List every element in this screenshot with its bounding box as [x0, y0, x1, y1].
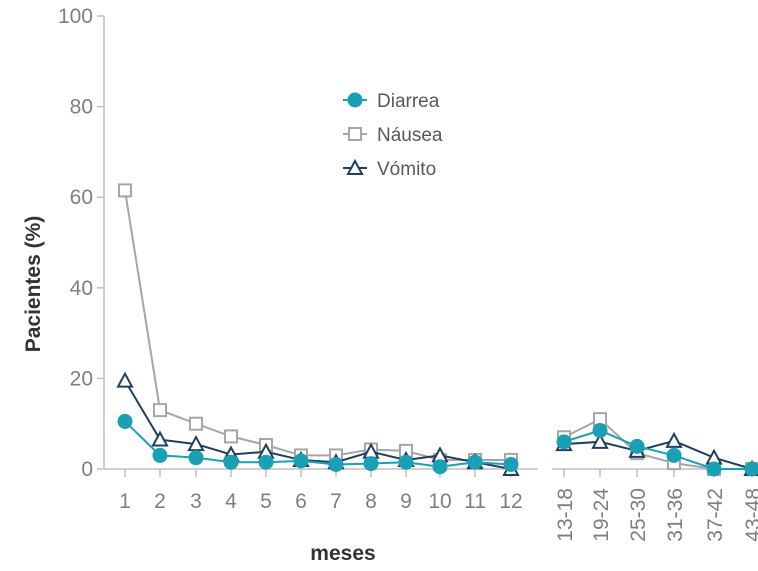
data-point [118, 183, 132, 198]
data-point [152, 447, 168, 463]
x-tick-label: 4 [225, 490, 237, 513]
x-tick-label: 9 [400, 490, 412, 513]
x-tick-label: 19-24 [590, 488, 613, 542]
y-tick-label: 60 [70, 186, 93, 209]
series-lines [116, 183, 758, 477]
data-point [188, 450, 204, 466]
y-tick-label: 100 [58, 5, 93, 28]
data-point [117, 413, 133, 429]
x-tick-label: 31-36 [664, 488, 687, 542]
legend-marker [346, 158, 364, 175]
x-tick-label: 1 [119, 490, 131, 513]
series-line [563, 429, 752, 470]
x-tick-label: 5 [260, 490, 272, 513]
data-point [503, 456, 519, 472]
series-line [563, 439, 753, 470]
data-point [556, 434, 572, 450]
data-point [665, 431, 683, 448]
x-axis-title: meses [310, 542, 375, 565]
legend-label: Náusea [377, 125, 443, 146]
data-point [151, 430, 169, 447]
data-point [744, 461, 758, 477]
x-tick-label: 37-42 [704, 488, 727, 542]
y-tick-label: 80 [70, 96, 93, 119]
x-tick-label: 2 [154, 490, 166, 513]
legend-item: Vómito [343, 158, 436, 180]
x-tick-label: 25-30 [627, 488, 650, 542]
y-tick-label: 20 [70, 367, 93, 390]
x-tick-label: 10 [428, 490, 451, 513]
x-tick-label: 11 [464, 490, 486, 513]
series-line [124, 190, 511, 461]
data-point [116, 371, 134, 388]
legend-marker [347, 92, 363, 108]
series-line [124, 380, 512, 470]
data-point [398, 454, 414, 470]
data-point [592, 422, 608, 438]
data-point [666, 447, 682, 463]
x-axis: 1 2 3 4 5 6 7 8 9 10 11 12 13-18 19-24 25-30 31-36 37-42… [104, 468, 758, 542]
x-tick-label: 13-18 [554, 488, 577, 542]
data-point [363, 456, 379, 472]
y-tick-label: 40 [70, 277, 93, 300]
series-Náusea [118, 183, 758, 476]
data-point [432, 459, 448, 475]
x-tick-label: 3 [190, 490, 202, 513]
y-axis: 0 20 40 60 80 100 [58, 5, 105, 481]
series-Diarrea [117, 413, 758, 477]
data-point [467, 454, 483, 470]
legend: Diarrea Náusea Vómito [343, 91, 443, 180]
legend-marker [348, 127, 362, 141]
x-tick-label: 12 [499, 490, 522, 513]
legend-label: Vómito [377, 159, 436, 180]
legend-item: Náusea [343, 125, 443, 146]
data-point [629, 438, 645, 454]
data-point [293, 453, 309, 469]
data-point [224, 429, 238, 444]
x-tick-label: 6 [295, 490, 307, 513]
legend-item: Diarrea [343, 91, 440, 112]
x-tick-label: 7 [330, 490, 342, 513]
data-point [153, 403, 167, 418]
data-point [223, 454, 239, 470]
data-point [591, 432, 609, 449]
data-point [328, 456, 344, 472]
data-point [258, 454, 274, 470]
data-point [187, 434, 205, 452]
x-tick-label: 43-48 [742, 488, 758, 542]
data-point [189, 416, 203, 431]
data-point [706, 461, 722, 477]
y-axis-title: Pacientes (%) [22, 216, 45, 353]
x-tick-label: 8 [365, 490, 377, 513]
legend-label: Diarrea [377, 91, 440, 112]
y-tick-label: 0 [81, 458, 93, 481]
